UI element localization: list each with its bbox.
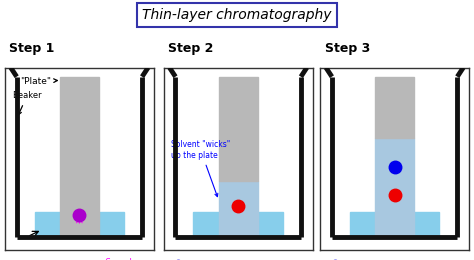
Bar [219, 77, 257, 181]
Text: Solvent "wicks"
up the plate: Solvent "wicks" up the plate [171, 140, 230, 197]
Bar [60, 77, 99, 237]
Bar [219, 181, 257, 237]
Text: Thin-layer chromatography: Thin-layer chromatography [142, 8, 332, 22]
Text: "Plate": "Plate" [19, 77, 57, 86]
Bar [193, 212, 283, 237]
Text: Step 3: Step 3 [325, 42, 370, 55]
Bar [375, 77, 414, 138]
Bar [35, 212, 124, 237]
Text: = Sample
spot: = Sample spot [96, 258, 137, 260]
Bar [375, 138, 414, 237]
Text: Step 1: Step 1 [9, 42, 55, 55]
Bar [350, 212, 439, 237]
Text: Step 2: Step 2 [168, 42, 214, 55]
Text: Beaker: Beaker [12, 91, 42, 115]
